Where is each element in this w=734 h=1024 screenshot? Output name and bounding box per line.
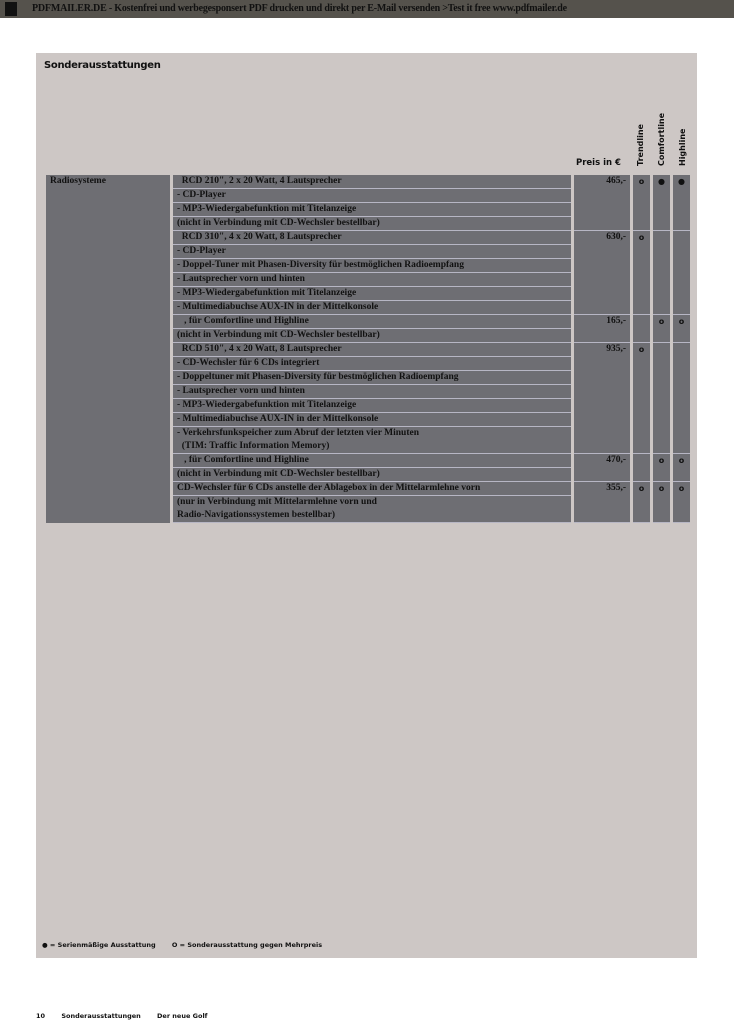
table-row: CD-Wechsler für 6 CDs anstelle der Ablag… bbox=[46, 482, 690, 523]
table-row: - CD-Player bbox=[46, 189, 690, 203]
description-cell: - MP3-Wiedergabefunktion mit Titelanzeig… bbox=[173, 287, 571, 301]
availability-highline: ● bbox=[673, 175, 690, 231]
table-row: (nicht in Verbindung mit CD-Wechsler bes… bbox=[46, 217, 690, 231]
availability-trendline: o bbox=[633, 175, 650, 231]
table-row: - Multimediabuchse AUX-IN in der Mittelk… bbox=[46, 413, 690, 427]
page-number: 10 bbox=[36, 1012, 46, 1020]
price-cell: 355,- bbox=[574, 482, 630, 523]
description-cell: - Verkehrsfunkspeicher zum Abruf der let… bbox=[173, 427, 571, 454]
description-cell: , für Comfortline und Highline bbox=[173, 454, 571, 468]
table-row: - CD-Player bbox=[46, 245, 690, 259]
availability-highline bbox=[673, 231, 690, 315]
description-cell: - Doppel-Tuner mit Phasen-Diversity für … bbox=[173, 259, 571, 273]
footer-model: Der neue Golf bbox=[157, 1012, 208, 1020]
legend-option: O = Sonderausstattung gegen Mehrpreis bbox=[171, 941, 323, 949]
page-footer: 10 Sonderausstattungen Der neue Golf bbox=[36, 1012, 222, 1020]
description-cell: RCD 310", 4 x 20 Watt, 8 Lautsprecher bbox=[173, 231, 571, 245]
availability-highline: o bbox=[673, 454, 690, 482]
description-cell: RCD 510", 4 x 20 Watt, 8 Lautsprecher bbox=[173, 343, 571, 357]
table-row: Radiosysteme RCD 210", 2 x 20 Watt, 4 La… bbox=[46, 175, 690, 523]
availability-comfortline: o bbox=[653, 315, 670, 343]
availability-trendline: o bbox=[633, 482, 650, 523]
footer-section: Sonderausstattungen bbox=[61, 1012, 141, 1020]
availability-trendline bbox=[633, 315, 650, 343]
table-row: (nicht in Verbindung mit CD-Wechsler bes… bbox=[46, 468, 690, 482]
table-row: - CD-Wechsler für 6 CDs integriert bbox=[46, 357, 690, 371]
table-row: - MP3-Wiedergabefunktion mit Titelanzeig… bbox=[46, 203, 690, 217]
description-cell: - Multimediabuchse AUX-IN in der Mittelk… bbox=[173, 413, 571, 427]
table-row: - MP3-Wiedergabefunktion mit Titelanzeig… bbox=[46, 287, 690, 301]
price-cell: 165,- bbox=[574, 315, 630, 343]
table-row: - Verkehrsfunkspeicher zum Abruf der let… bbox=[46, 427, 690, 454]
table-row: - Multimediabuchse AUX-IN in der Mittelk… bbox=[46, 301, 690, 315]
category-cell: Radiosysteme bbox=[46, 175, 170, 523]
availability-comfortline bbox=[653, 231, 670, 315]
availability-comfortline: o bbox=[653, 454, 670, 482]
description-cell: - CD-Wechsler für 6 CDs integriert bbox=[173, 357, 571, 371]
price-cell: 465,- bbox=[574, 175, 630, 231]
ad-banner[interactable]: PDFMAILER.DE - Kostenfrei und werbegespo… bbox=[0, 0, 734, 18]
availability-highline: o bbox=[673, 482, 690, 523]
description-cell: - Doppeltuner mit Phasen-Diversity für b… bbox=[173, 371, 571, 385]
availability-highline bbox=[673, 343, 690, 454]
table-row: RCD 510", 4 x 20 Watt, 8 Lautsprecher 935… bbox=[46, 343, 690, 454]
table-row: , für Comfortline und Highline 165,- o o bbox=[46, 315, 690, 343]
description-cell: - CD-Player bbox=[173, 189, 571, 203]
availability-trendline bbox=[633, 454, 650, 482]
description-cell: , für Comfortline und Highline bbox=[173, 315, 571, 329]
page-title: Sonderausstattungen bbox=[44, 60, 161, 71]
price-cell: 630,- bbox=[574, 231, 630, 315]
description-cell: (nur in Verbindung mit Mittelarmlehne vo… bbox=[173, 496, 571, 523]
legend: ● = Serienmäßige Ausstattung O = Sondera… bbox=[42, 941, 336, 949]
availability-comfortline: o bbox=[653, 482, 670, 523]
banner-logo-icon bbox=[5, 2, 17, 16]
table-row: - Lautsprecher vorn und hinten bbox=[46, 273, 690, 287]
table-row: (nur in Verbindung mit Mittelarmlehne vo… bbox=[46, 496, 690, 523]
availability-trendline: o bbox=[633, 343, 650, 454]
description-cell: - CD-Player bbox=[173, 245, 571, 259]
banner-text: PDFMAILER.DE - Kostenfrei und werbegespo… bbox=[32, 3, 567, 14]
description-cell: - Lautsprecher vorn und hinten bbox=[173, 273, 571, 287]
equipment-panel: Sonderausstattungen Preis in € Trendline… bbox=[36, 53, 697, 958]
description-cell: CD-Wechsler für 6 CDs anstelle der Ablag… bbox=[173, 482, 571, 496]
table-row: RCD 310", 4 x 20 Watt, 8 Lautsprecher 630… bbox=[46, 231, 690, 315]
header-price: Preis in € bbox=[576, 158, 621, 168]
description-cell: - Multimediabuchse AUX-IN in der Mittelk… bbox=[173, 301, 571, 315]
description-cell: - MP3-Wiedergabefunktion mit Titelanzeig… bbox=[173, 203, 571, 217]
equipment-table: Radiosysteme RCD 210", 2 x 20 Watt, 4 La… bbox=[43, 175, 693, 523]
table-row: - Doppel-Tuner mit Phasen-Diversity für … bbox=[46, 259, 690, 273]
table-row: - MP3-Wiedergabefunktion mit Titelanzeig… bbox=[46, 399, 690, 413]
description-cell: - Lautsprecher vorn und hinten bbox=[173, 385, 571, 399]
availability-trendline: o bbox=[633, 231, 650, 315]
availability-highline: o bbox=[673, 315, 690, 343]
table-row: - Lautsprecher vorn und hinten bbox=[46, 385, 690, 399]
table-row: , für Comfortline und Highline 470,- o o bbox=[46, 454, 690, 482]
legend-serie: ● = Serienmäßige Ausstattung bbox=[42, 941, 156, 949]
availability-comfortline bbox=[653, 343, 670, 454]
description-cell: (nicht in Verbindung mit CD-Wechsler bes… bbox=[173, 329, 571, 343]
table-row: (nicht in Verbindung mit CD-Wechsler bes… bbox=[46, 329, 690, 343]
availability-comfortline: ● bbox=[653, 175, 670, 231]
price-cell: 935,- bbox=[574, 343, 630, 454]
price-cell: 470,- bbox=[574, 454, 630, 482]
description-cell: - MP3-Wiedergabefunktion mit Titelanzeig… bbox=[173, 399, 571, 413]
description-cell: (nicht in Verbindung mit CD-Wechsler bes… bbox=[173, 468, 571, 482]
table-row: - Doppeltuner mit Phasen-Diversity für b… bbox=[46, 371, 690, 385]
description-cell: RCD 210", 2 x 20 Watt, 4 Lautsprecher bbox=[173, 175, 571, 189]
description-cell: (nicht in Verbindung mit CD-Wechsler bes… bbox=[173, 217, 571, 231]
